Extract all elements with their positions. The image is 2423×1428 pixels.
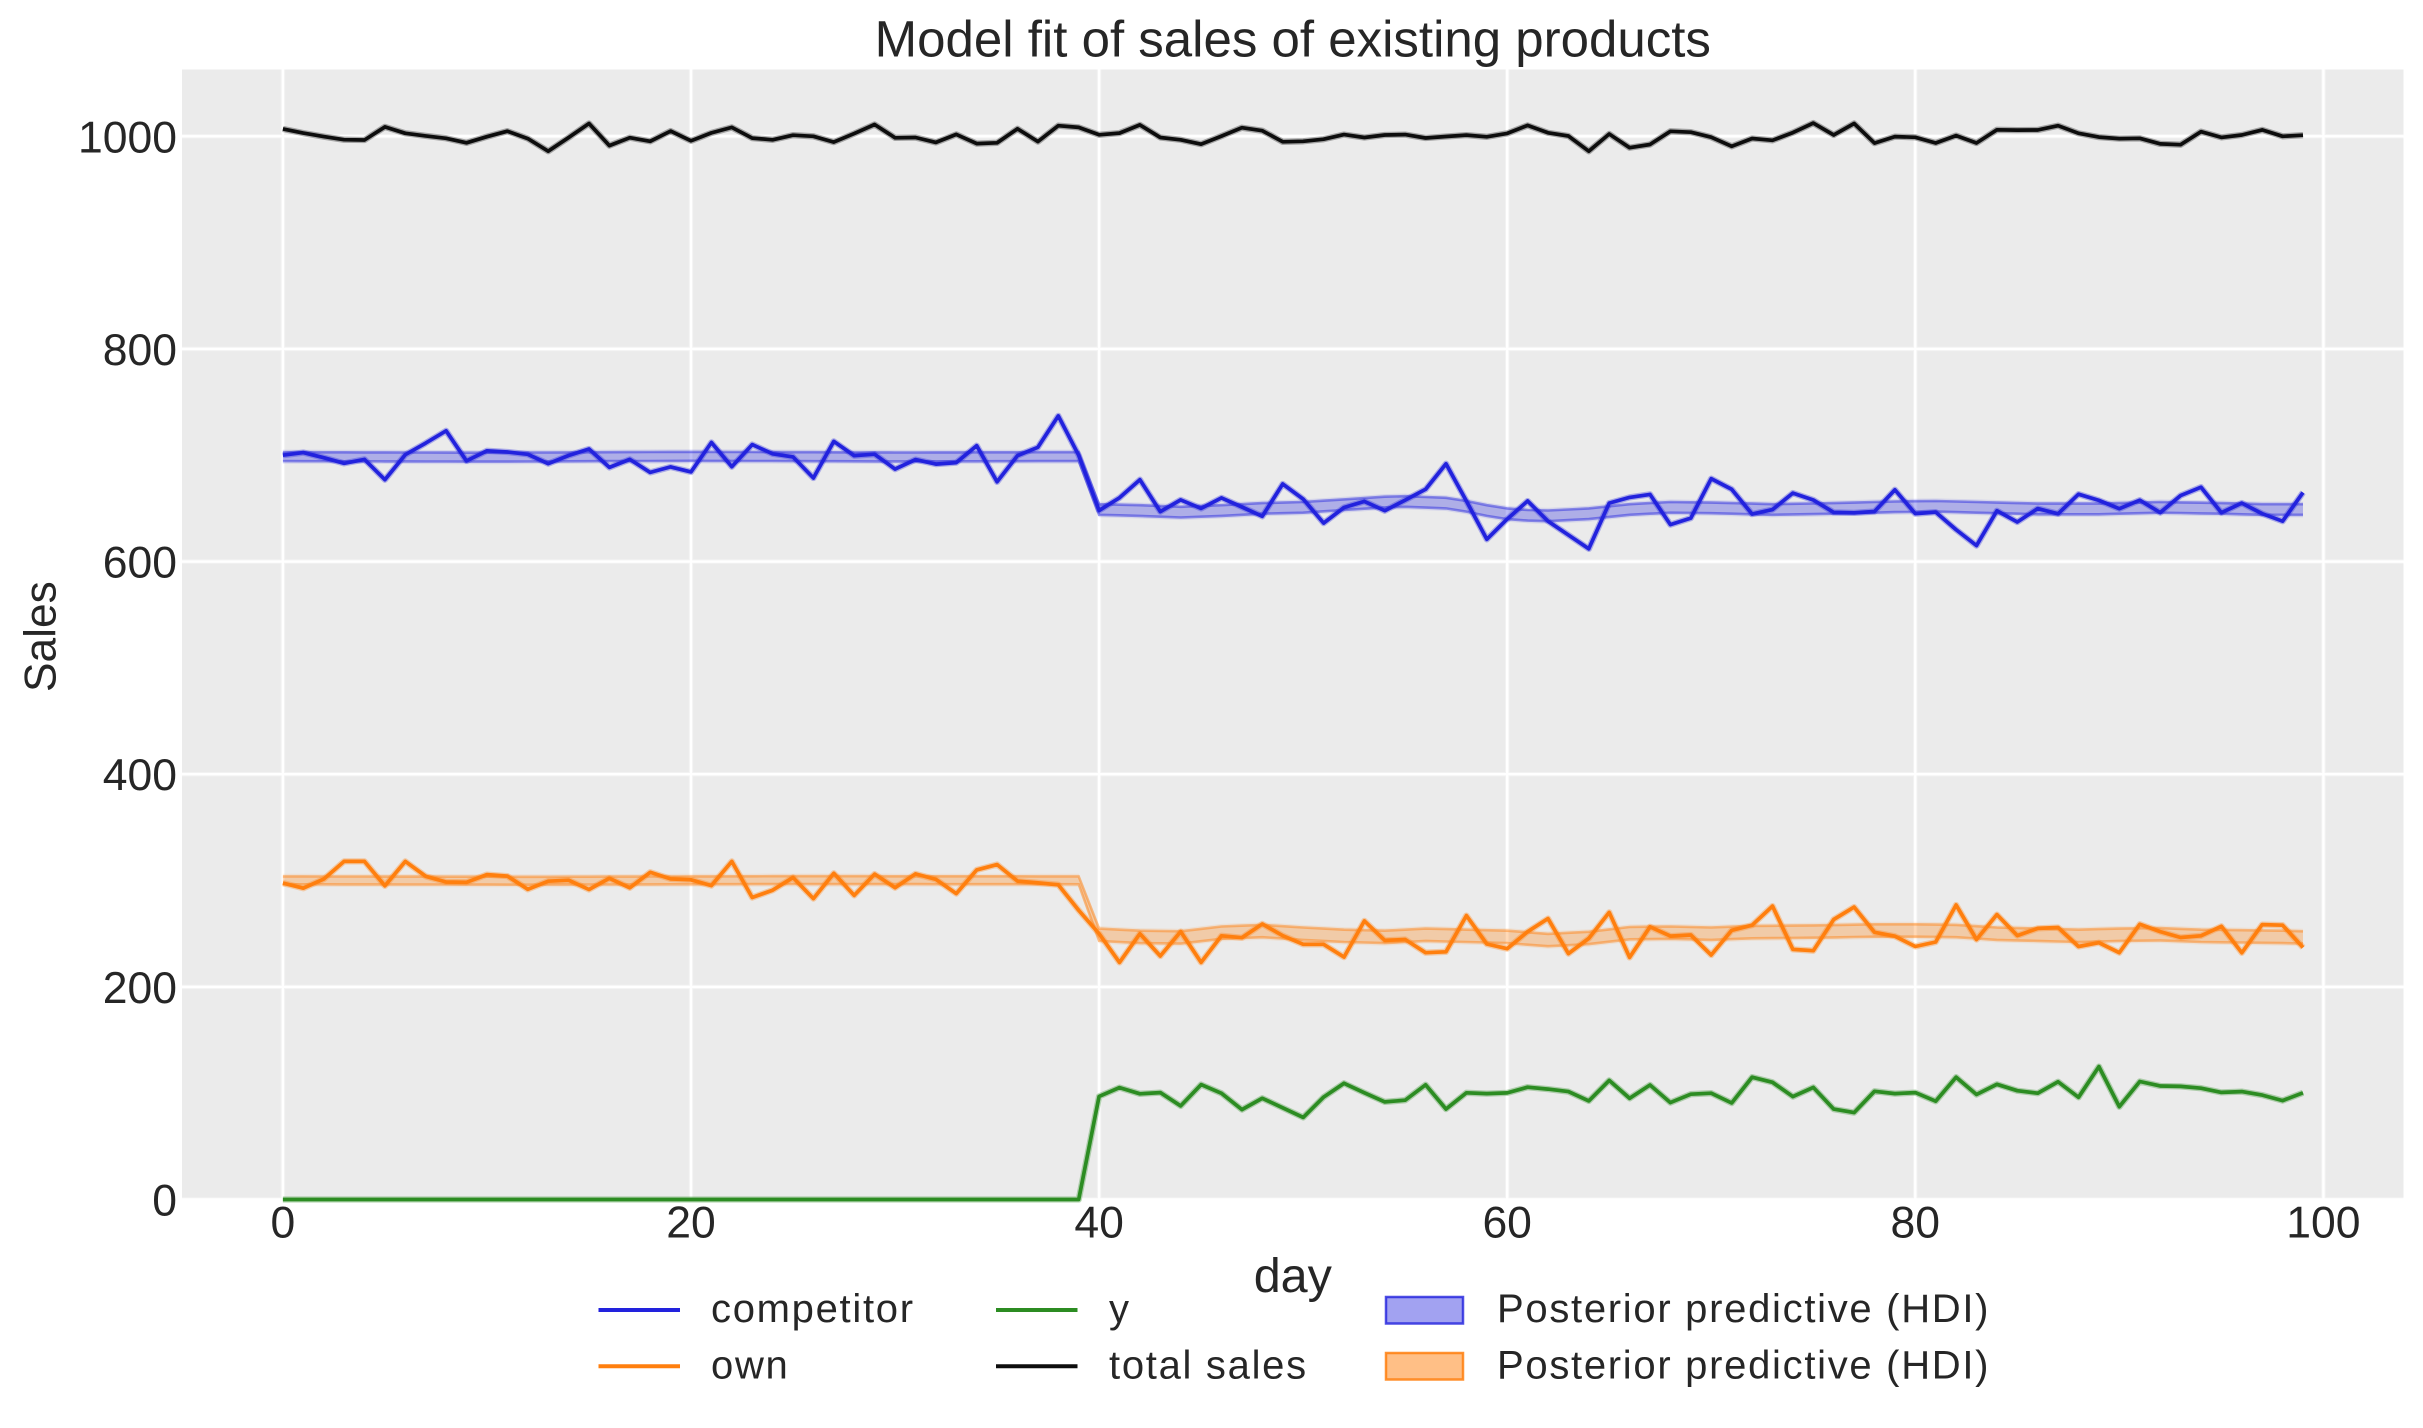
svg-text:80: 80 — [1891, 1199, 1941, 1248]
svg-text:60: 60 — [1482, 1199, 1532, 1248]
svg-text:competitor: competitor — [711, 1287, 915, 1331]
svg-text:y: y — [1109, 1287, 1131, 1331]
svg-text:Model fit of sales of existing: Model fit of sales of existing products — [875, 11, 1711, 68]
svg-text:Posterior predictive (HDI): Posterior predictive (HDI) — [1497, 1343, 1990, 1387]
svg-text:Sales: Sales — [17, 581, 66, 692]
svg-text:1000: 1000 — [78, 113, 177, 162]
svg-text:400: 400 — [103, 751, 177, 800]
svg-text:0: 0 — [152, 1177, 177, 1226]
svg-text:200: 200 — [103, 964, 177, 1013]
svg-text:20: 20 — [666, 1199, 716, 1248]
svg-text:day: day — [1254, 1249, 1333, 1303]
svg-text:0: 0 — [271, 1199, 296, 1248]
svg-text:own: own — [711, 1343, 789, 1387]
svg-text:100: 100 — [2286, 1199, 2360, 1248]
svg-text:40: 40 — [1074, 1199, 1124, 1248]
svg-text:600: 600 — [103, 539, 177, 588]
svg-text:total sales: total sales — [1109, 1343, 1308, 1387]
svg-text:800: 800 — [103, 326, 177, 375]
svg-text:Posterior predictive (HDI): Posterior predictive (HDI) — [1497, 1287, 1990, 1331]
